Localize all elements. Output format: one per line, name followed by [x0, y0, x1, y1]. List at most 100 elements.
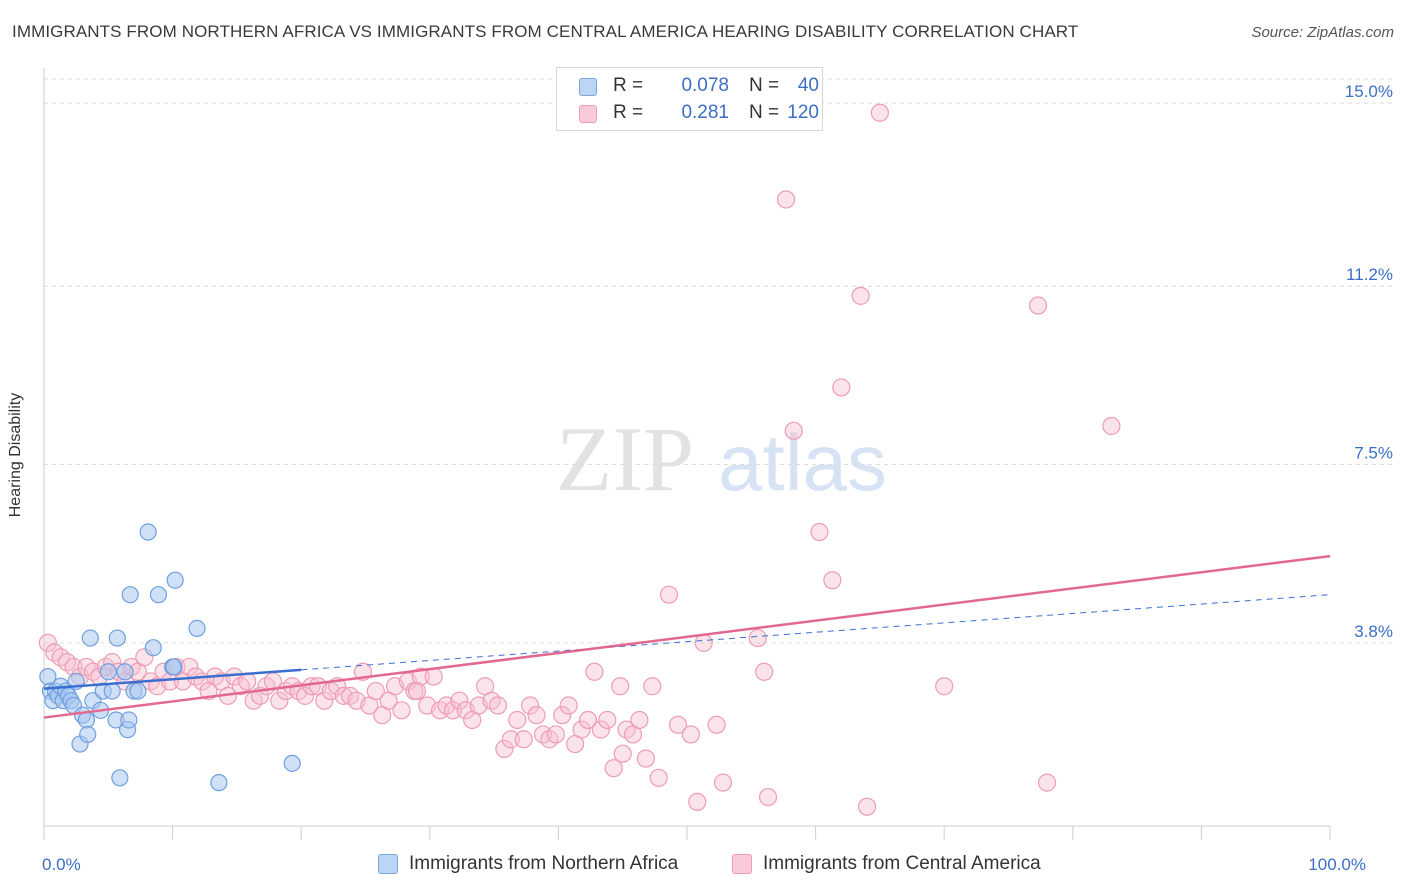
data-point-northern-africa [108, 629, 126, 647]
data-point-central-america [613, 744, 632, 763]
legend-n-label: N = [749, 75, 780, 96]
data-point-central-america [649, 768, 668, 787]
trend-lines [43, 554, 1331, 719]
data-point-northern-africa [149, 586, 168, 604]
data-point-central-america [832, 378, 851, 397]
x-tick-label: 0.0% [42, 855, 81, 874]
legend-r-label: R = [613, 102, 644, 123]
y-tick-label: 15.0% [1345, 82, 1393, 101]
data-point-central-america [851, 286, 870, 305]
data-point-central-america [1037, 773, 1057, 792]
data-point-northern-africa [188, 619, 206, 638]
chart-title: IMMIGRANTS FROM NORTHERN AFRICA VS IMMIG… [12, 22, 1079, 41]
y-tick-label: 7.5% [1354, 444, 1393, 463]
data-point-northern-africa [103, 682, 121, 700]
data-point-central-america [527, 706, 546, 725]
watermark: ZIP atlas [556, 408, 887, 510]
data-point-northern-africa [139, 523, 157, 541]
data-point-central-america [450, 691, 469, 710]
data-point-central-america [681, 725, 700, 744]
data-point-central-america [707, 715, 726, 734]
series-northern-africa-points [39, 523, 301, 792]
trend-line-northern-africa-dashed [301, 594, 1331, 671]
data-point-central-america [668, 715, 688, 734]
data-point-northern-africa [99, 663, 117, 681]
legend-r-value: 0.281 [681, 102, 729, 123]
data-point-central-america [38, 633, 57, 652]
data-point-central-america [270, 691, 289, 710]
data-point-central-america [935, 677, 954, 696]
data-point-central-america [495, 739, 514, 758]
data-point-central-america [508, 710, 527, 730]
data-point-central-america [585, 662, 604, 681]
data-point-central-america [1028, 296, 1048, 315]
data-point-northern-africa [129, 682, 147, 700]
data-point-central-america [411, 667, 430, 686]
legend-r-value: 0.078 [681, 75, 729, 96]
y-tick-label: 3.8% [1354, 622, 1393, 641]
data-point-northern-africa [121, 586, 139, 604]
trend-line-central-america [43, 554, 1331, 719]
data-point-central-america [870, 103, 890, 122]
data-point-central-america [810, 522, 829, 542]
data-point-central-america [578, 710, 598, 730]
data-point-central-america [514, 730, 533, 749]
legend-swatch-blue [378, 854, 398, 874]
data-point-central-america [611, 677, 630, 696]
legend-n-label: N = [749, 102, 780, 123]
series-central-america-points [38, 103, 1121, 816]
data-point-central-america [501, 730, 520, 749]
data-point-central-america [823, 571, 842, 590]
data-point-central-america [636, 749, 655, 768]
legend-swatch-pink [732, 854, 752, 874]
data-point-central-america [598, 710, 617, 730]
axes [43, 68, 1331, 840]
data-point-central-america [443, 701, 463, 720]
data-point-central-america [604, 759, 623, 778]
data-point-central-america [521, 696, 540, 715]
data-point-central-america [643, 677, 662, 696]
data-point-central-america [776, 190, 796, 209]
legend-r-label: R = [613, 75, 644, 96]
data-point-central-america [392, 701, 411, 720]
data-point-northern-africa [210, 774, 228, 792]
data-point-central-america [488, 696, 508, 715]
data-point-central-america [366, 681, 385, 701]
data-point-northern-africa [81, 629, 99, 647]
y-tick-label: 11.2% [1346, 265, 1393, 284]
data-point-central-america [630, 710, 649, 730]
correlation-legend: R = 0.078 N = 40 R = 0.281 N = 120 [556, 67, 823, 131]
data-point-central-america [1102, 416, 1121, 436]
data-point-northern-africa [79, 725, 97, 744]
legend-label: Immigrants from Northern Africa [409, 853, 679, 874]
data-point-central-america [546, 725, 565, 744]
data-point-northern-africa [144, 639, 162, 657]
data-point-northern-africa [111, 769, 129, 787]
data-point-central-america [758, 787, 778, 807]
data-point-central-america [559, 696, 578, 715]
data-point-central-america [572, 720, 591, 739]
data-point-northern-africa [77, 711, 96, 729]
data-point-northern-africa [283, 754, 301, 772]
watermark-zip: ZIP [556, 408, 694, 510]
data-point-central-america [591, 720, 610, 739]
legend-swatch-blue [579, 78, 597, 96]
data-point-central-america [784, 421, 803, 440]
data-point-central-america [553, 706, 572, 725]
data-point-northern-africa [120, 711, 138, 729]
data-point-central-america [713, 773, 733, 792]
data-point-central-america [688, 792, 707, 812]
data-point-northern-africa [166, 571, 184, 589]
data-point-central-america [857, 797, 877, 816]
trend-line-northern-africa [43, 668, 302, 690]
legend-n-value: 40 [797, 75, 819, 96]
data-point-central-america [694, 633, 713, 652]
data-point-central-america [407, 681, 427, 701]
tick-labels: 3.8% 7.5% 11.2% 15.0% 0.0% 100.0% [42, 82, 1393, 874]
data-point-northern-africa [116, 663, 134, 681]
data-point-central-america [755, 662, 774, 681]
gridlines [44, 78, 1392, 644]
legend-swatch-pink [579, 105, 597, 123]
data-point-central-america [315, 691, 334, 710]
legend-n-value: 120 [787, 102, 819, 123]
